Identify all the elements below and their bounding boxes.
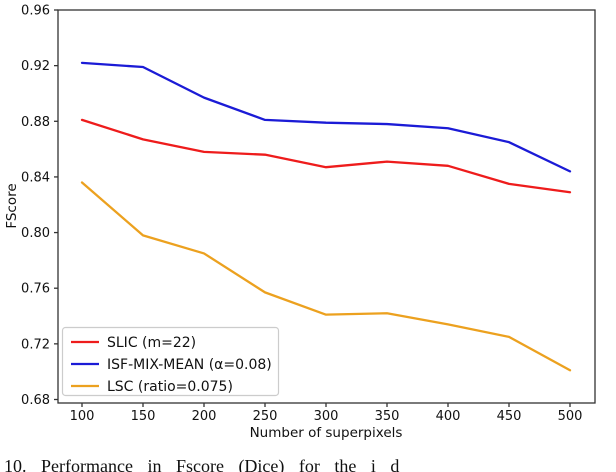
- legend-entry-label: SLIC (m=22): [107, 335, 196, 351]
- x-axis-title: Number of superpixels: [250, 425, 403, 441]
- data-series-group: [80, 61, 572, 372]
- x-axis-ticks: 100 150 200 250 300 350 400 450 500: [70, 403, 583, 424]
- legend-box: [61, 326, 280, 397]
- legend-entry-label: LSC (ratio=0.075): [107, 379, 233, 395]
- y-axis-title: FScore: [4, 183, 20, 228]
- legend-entry-label: ISF-MIX-MEAN (α=0.08): [107, 357, 272, 373]
- x-tick-label: 500: [558, 409, 583, 424]
- x-tick-label: 350: [375, 409, 400, 424]
- y-tick-label: 0.92: [21, 59, 50, 74]
- x-tick-label: 450: [497, 409, 522, 424]
- y-tick-label: 0.88: [21, 115, 50, 130]
- figure-caption: 10. Performance in Fscore (Dice) for the…: [4, 456, 400, 472]
- x-tick-label: 100: [70, 409, 95, 424]
- series-line-isf-mix-mean: [80, 61, 572, 173]
- y-tick-label: 0.76: [21, 282, 50, 297]
- y-tick-label: 0.80: [21, 226, 50, 241]
- y-tick-label: 0.84: [21, 170, 50, 185]
- y-tick-label: 0.68: [21, 393, 50, 408]
- series-line-slic: [80, 118, 572, 194]
- x-tick-label: 150: [131, 409, 156, 424]
- x-tick-label: 250: [253, 409, 278, 424]
- y-tick-label: 0.96: [21, 4, 50, 19]
- x-tick-label: 300: [314, 409, 339, 424]
- x-tick-label: 400: [436, 409, 461, 424]
- y-tick-label: 0.72: [21, 337, 50, 352]
- legend-entries: SLIC (m=22) ISF-MIX-MEAN (α=0.08) LSC (rat…: [71, 335, 272, 395]
- y-axis-ticks: 0.68 0.72 0.76 0.80 0.84 0.88 0.92 0.96: [21, 4, 58, 408]
- series-line-lsc: [80, 181, 572, 372]
- x-tick-label: 200: [192, 409, 217, 424]
- legend: SLIC (m=22) ISF-MIX-MEAN (α=0.08) LSC (rat…: [61, 326, 280, 397]
